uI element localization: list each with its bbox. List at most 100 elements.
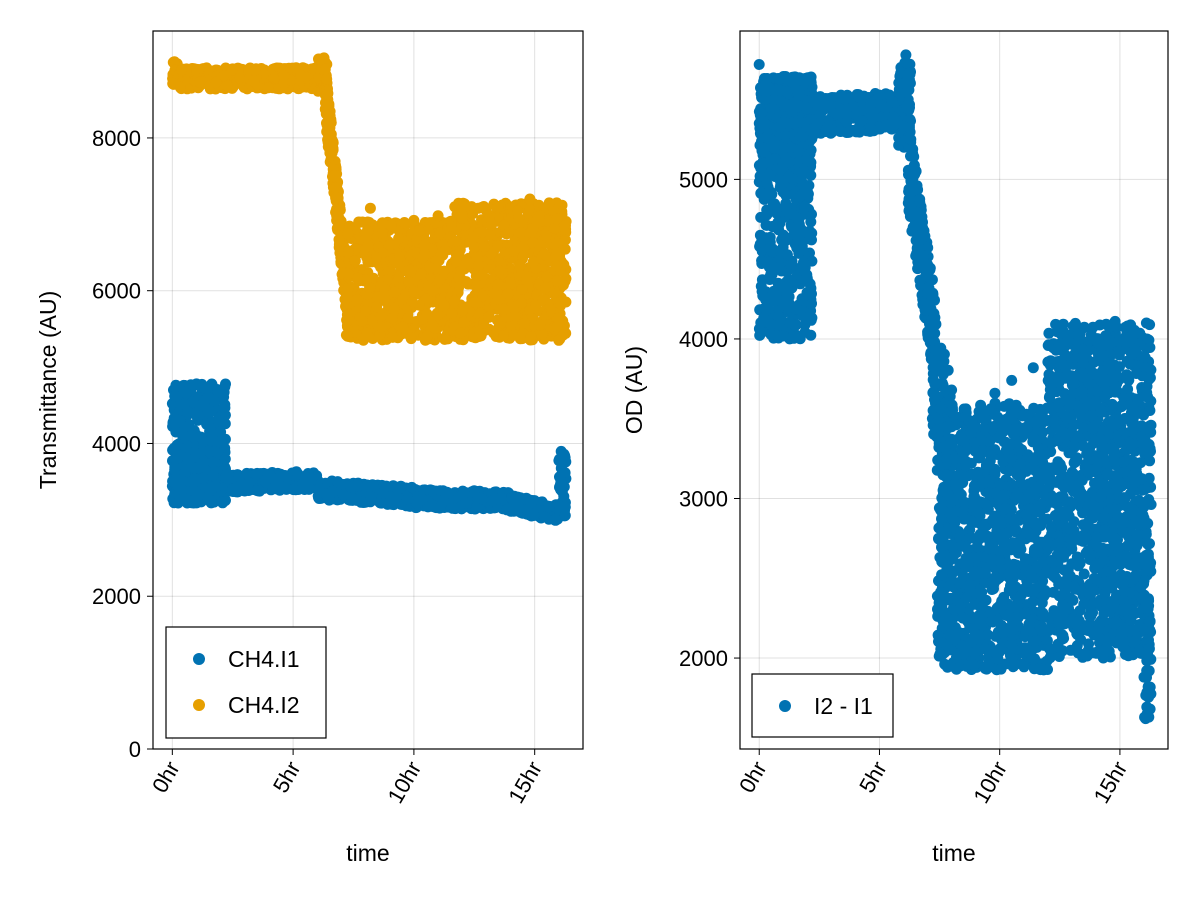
data-point bbox=[863, 103, 875, 115]
data-point bbox=[330, 192, 342, 204]
data-point bbox=[453, 248, 465, 260]
data-point bbox=[478, 241, 490, 253]
data-point bbox=[534, 319, 546, 331]
data-point bbox=[779, 130, 791, 141]
data-point bbox=[323, 98, 335, 110]
data-point bbox=[180, 387, 192, 399]
data-point bbox=[279, 470, 291, 482]
data-point bbox=[492, 279, 504, 291]
data-point bbox=[362, 256, 374, 268]
data-point bbox=[446, 307, 458, 319]
axes-frame bbox=[152, 30, 584, 750]
data-point bbox=[459, 198, 471, 210]
data-point bbox=[210, 76, 222, 88]
data-point bbox=[795, 189, 807, 201]
data-point bbox=[367, 479, 378, 491]
data-point bbox=[773, 319, 785, 331]
data-point bbox=[801, 287, 813, 299]
data-point bbox=[494, 265, 506, 277]
data-point bbox=[766, 244, 778, 256]
data-point bbox=[330, 182, 342, 194]
data-point bbox=[557, 465, 569, 477]
data-point bbox=[541, 271, 553, 283]
data-point bbox=[779, 142, 791, 154]
data-point bbox=[761, 204, 773, 216]
data-point bbox=[512, 205, 523, 217]
data-point bbox=[424, 262, 436, 274]
data-point bbox=[207, 456, 219, 468]
data-point bbox=[342, 228, 354, 240]
data-point bbox=[195, 399, 207, 411]
data-point bbox=[376, 227, 388, 239]
data-point bbox=[388, 304, 400, 315]
data-point bbox=[795, 131, 807, 142]
data-point bbox=[794, 227, 806, 239]
x-axis-label: time bbox=[346, 840, 389, 866]
data-point bbox=[772, 277, 784, 289]
data-point bbox=[362, 239, 374, 251]
data-point bbox=[334, 204, 346, 216]
series-1-points bbox=[167, 52, 572, 346]
data-point bbox=[474, 327, 486, 339]
data-point bbox=[483, 311, 495, 323]
data-point bbox=[175, 82, 186, 94]
data-point bbox=[434, 228, 446, 240]
data-point bbox=[278, 70, 290, 82]
data-point bbox=[798, 76, 810, 88]
y-tick-label: 8000 bbox=[92, 126, 141, 151]
data-point bbox=[241, 469, 253, 480]
data-point bbox=[419, 240, 431, 251]
data-point bbox=[904, 114, 916, 125]
data-point bbox=[175, 474, 187, 486]
data-point bbox=[782, 206, 794, 218]
data-point bbox=[559, 510, 571, 521]
data-point bbox=[551, 247, 562, 259]
data-point bbox=[191, 378, 202, 390]
data-point bbox=[777, 229, 789, 241]
data-point bbox=[881, 119, 893, 131]
data-point bbox=[426, 485, 438, 496]
data-point bbox=[823, 126, 835, 138]
data-point bbox=[899, 77, 911, 89]
data-point bbox=[485, 219, 497, 231]
data-point bbox=[382, 266, 394, 278]
data-point bbox=[781, 86, 793, 98]
data-point bbox=[536, 328, 548, 340]
data-point bbox=[865, 123, 877, 135]
data-point bbox=[476, 226, 488, 238]
data-point bbox=[200, 383, 212, 394]
data-point bbox=[431, 309, 443, 321]
data-point bbox=[551, 213, 563, 225]
data-point bbox=[516, 284, 528, 295]
data-point bbox=[504, 278, 516, 289]
data-point bbox=[395, 482, 407, 494]
data-point bbox=[393, 232, 405, 244]
data-point bbox=[323, 128, 335, 140]
data-point bbox=[905, 133, 917, 145]
data-point bbox=[187, 396, 199, 408]
data-point bbox=[304, 483, 315, 495]
data-point bbox=[835, 89, 847, 101]
data-point bbox=[841, 116, 853, 128]
data-point bbox=[434, 274, 446, 286]
data-point bbox=[321, 88, 333, 100]
data-point bbox=[533, 210, 545, 222]
data-point bbox=[450, 235, 462, 247]
data-point bbox=[543, 501, 555, 513]
data-point bbox=[432, 210, 444, 222]
data-point bbox=[249, 65, 261, 76]
data-point bbox=[201, 491, 213, 503]
data-point bbox=[524, 203, 535, 215]
data-point bbox=[319, 63, 331, 75]
data-point bbox=[764, 271, 776, 283]
data-point bbox=[473, 259, 485, 271]
data-point bbox=[220, 471, 232, 483]
data-point bbox=[543, 197, 555, 209]
data-point bbox=[799, 201, 811, 213]
data-point bbox=[386, 312, 398, 324]
data-point bbox=[342, 283, 354, 295]
data-point bbox=[421, 330, 433, 342]
data-point bbox=[456, 212, 468, 224]
data-point bbox=[197, 472, 209, 484]
data-point bbox=[364, 282, 376, 293]
